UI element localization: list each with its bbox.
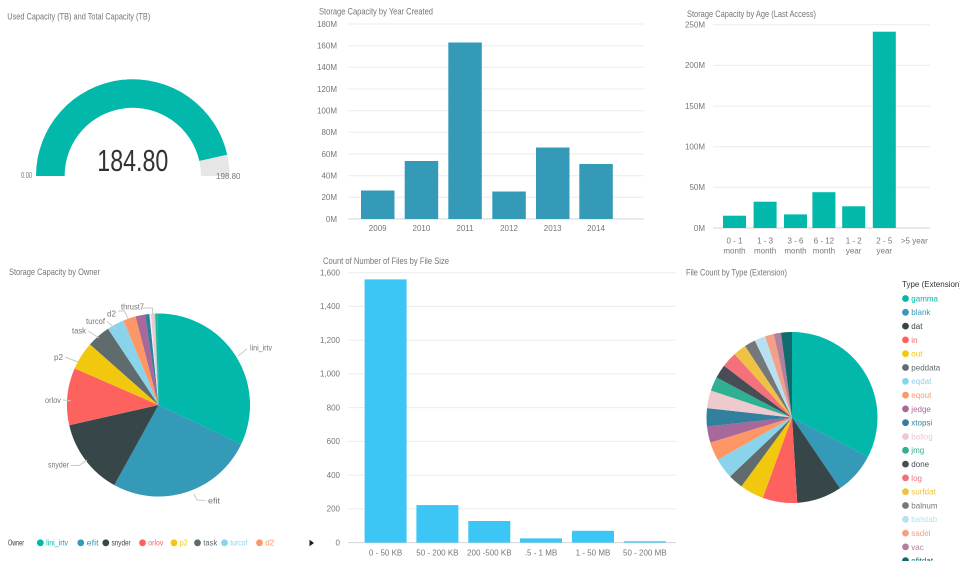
svg-text:140M: 140M [317,63,337,72]
svg-text:log: log [911,474,922,483]
svg-text:200 -500 KB: 200 -500 KB [467,548,511,557]
svg-text:lini_irtv: lini_irtv [250,344,272,353]
svg-text:50 - 200 MB: 50 - 200 MB [623,548,667,557]
svg-text:task: task [203,539,218,548]
svg-text:d2: d2 [107,310,117,319]
svg-text:snyder: snyder [48,461,69,470]
svg-text:month: month [784,247,806,256]
svg-text:thrust7: thrust7 [121,303,145,312]
svg-text:1,000: 1,000 [320,370,341,379]
svg-text:184.80: 184.80 [97,144,168,178]
svg-text:File Count by Type (Extension): File Count by Type (Extension) [686,268,787,278]
svg-text:Type (Extension): Type (Extension) [902,280,960,289]
svg-text:40M: 40M [321,172,337,181]
svg-text:peddata: peddata [911,363,940,372]
svg-text:0.00: 0.00 [21,171,32,180]
svg-text:year: year [877,247,893,256]
svg-text:balstab: balstab [911,515,937,524]
svg-text:2009: 2009 [369,224,387,233]
svg-text:180M: 180M [317,20,337,29]
svg-text:150M: 150M [685,102,705,111]
svg-text:surfdat: surfdat [911,488,936,497]
svg-text:xtopsi: xtopsi [911,419,932,428]
svg-text:2014: 2014 [587,224,605,233]
svg-text:0 - 1: 0 - 1 [726,237,743,246]
svg-text:Owner: Owner [8,539,24,548]
svg-text:vac: vac [911,543,923,552]
svg-text:120M: 120M [317,85,337,94]
svg-text:200M: 200M [685,61,705,70]
svg-text:turcof: turcof [86,317,106,326]
svg-text:month: month [754,247,776,256]
svg-text:20M: 20M [321,193,337,202]
svg-text:eqdat: eqdat [911,377,932,386]
svg-text:orlov: orlov [148,539,163,548]
svg-text:1 - 3: 1 - 3 [757,237,774,246]
svg-text:efit: efit [87,539,100,548]
svg-text:Used Capacity (TB) and Total C: Used Capacity (TB) and Total Capacity (T… [7,11,150,21]
svg-text:Storage Capacity by Owner: Storage Capacity by Owner [9,267,100,277]
svg-text:1 - 50 MB: 1 - 50 MB [576,548,611,557]
svg-text:d2: d2 [265,539,275,548]
svg-text:done: done [911,460,929,469]
svg-text:eqout: eqout [911,391,932,400]
svg-text:balnum: balnum [911,501,938,510]
svg-text:80M: 80M [321,128,337,137]
svg-text:.5 - 1 MB: .5 - 1 MB [525,548,557,557]
svg-text:2012: 2012 [500,224,518,233]
svg-text:3 - 6: 3 - 6 [787,237,804,246]
svg-text:efit: efit [208,497,221,506]
svg-text:Storage Capacity by Age (Last: Storage Capacity by Age (Last Access) [687,9,816,19]
svg-text:100M: 100M [685,143,705,152]
svg-text:snyder: snyder [112,539,131,548]
svg-text:1,600: 1,600 [320,269,341,278]
svg-text:2013: 2013 [544,224,562,233]
svg-text:p2: p2 [180,539,188,548]
svg-text:0M: 0M [326,215,337,224]
svg-text:250M: 250M [685,21,705,30]
svg-text:1,400: 1,400 [320,302,341,311]
svg-text:jmg: jmg [910,446,924,455]
svg-text:p2: p2 [54,353,64,362]
svg-text:in: in [911,336,917,345]
svg-text:200: 200 [327,505,341,514]
svg-text:50 - 200 KB: 50 - 200 KB [416,548,458,557]
svg-text:60M: 60M [321,150,337,159]
svg-text:0: 0 [336,538,341,547]
svg-text:1 - 2: 1 - 2 [846,237,863,246]
svg-text:out: out [911,350,923,359]
svg-text:month: month [813,247,835,256]
svg-text:0M: 0M [694,224,705,233]
svg-text:Count of Number of Files by Fi: Count of Number of Files by File Size [323,256,449,266]
svg-text:100M: 100M [317,107,337,116]
svg-text:0 - 50 KB: 0 - 50 KB [369,548,402,557]
svg-text:ballog: ballog [911,432,932,441]
svg-text:1,200: 1,200 [320,336,341,345]
svg-text:jedge: jedge [910,405,931,414]
svg-text:orlov: orlov [45,396,61,405]
svg-text:blank: blank [911,308,931,317]
svg-text:600: 600 [327,437,341,446]
svg-text:sadel: sadel [911,529,930,538]
svg-text:160M: 160M [317,42,337,51]
svg-text:>5 year: >5 year [901,237,928,246]
svg-text:400: 400 [327,471,341,480]
svg-text:800: 800 [327,403,341,412]
svg-text:2 - 5: 2 - 5 [876,237,893,246]
svg-text:gamma: gamma [911,294,938,303]
svg-text:2010: 2010 [413,224,431,233]
svg-text:dat: dat [911,322,923,331]
svg-text:50M: 50M [689,183,705,192]
svg-text:6 - 12: 6 - 12 [814,237,835,246]
svg-text:year: year [846,247,862,256]
svg-text:lini_irtv: lini_irtv [46,539,68,548]
svg-text:turcof: turcof [230,539,248,548]
svg-text:2011: 2011 [456,224,474,233]
svg-text:198.80: 198.80 [216,172,241,181]
svg-text:task: task [72,327,87,336]
svg-text:efitdat: efitdat [911,557,934,561]
svg-text:month: month [723,247,745,256]
svg-text:Storage Capacity by Year Creat: Storage Capacity by Year Created [319,6,433,16]
